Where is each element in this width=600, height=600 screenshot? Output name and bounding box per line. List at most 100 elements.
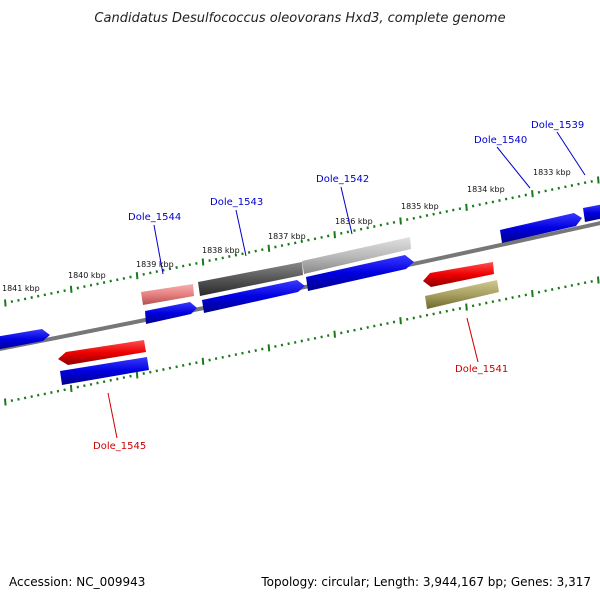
kbp-label-1835: 1835 kbp [401, 202, 439, 211]
feature-blue-1540[interactable] [500, 213, 582, 243]
feature-blue-1539[interactable] [583, 204, 600, 222]
minor-tick [208, 259, 211, 263]
red-leader-lines [107, 317, 479, 439]
minor-tick [17, 397, 20, 401]
minor-tick [557, 186, 561, 190]
minor-tick [412, 216, 416, 220]
feature-dark-gray-1543[interactable] [198, 262, 303, 296]
major-tick [267, 244, 271, 252]
minor-tick [346, 330, 350, 333]
major-tick [135, 371, 139, 379]
minor-tick [116, 377, 119, 381]
feature-light-gray-1542[interactable] [302, 237, 411, 274]
minor-tick [188, 362, 192, 366]
minor-tick [392, 220, 396, 224]
major-tick [531, 190, 534, 198]
minor-tick [307, 238, 310, 242]
minor-tick [590, 179, 593, 183]
minor-tick [181, 363, 185, 367]
minor-tick [241, 252, 244, 256]
minor-tick [517, 194, 521, 198]
minor-tick [537, 290, 541, 294]
kbp-label-1840: 1840 kbp [68, 271, 106, 280]
minor-tick [419, 215, 422, 219]
minor-tick [129, 374, 132, 378]
minor-tick [300, 240, 304, 243]
minor-tick [30, 296, 33, 299]
minor-tick [452, 308, 455, 312]
feature-olive-1541[interactable] [425, 280, 499, 309]
upper-tick-row [4, 176, 600, 307]
feature-blue-1545[interactable] [60, 357, 149, 385]
minor-tick [583, 181, 587, 185]
minor-tick [10, 300, 14, 304]
feature-blue-left-edge[interactable] [0, 329, 50, 350]
minor-tick [96, 282, 99, 286]
minor-tick [425, 214, 429, 217]
minor-tick [392, 320, 396, 324]
minor-tick [149, 370, 152, 374]
feature-blue-1543[interactable] [202, 280, 305, 313]
gene-label-dole-1543[interactable]: Dole_1543 [210, 197, 263, 208]
feature-blue-1544[interactable] [145, 302, 197, 324]
minor-tick [17, 298, 20, 302]
minor-tick [320, 335, 323, 339]
feature-red-1541[interactable] [423, 262, 494, 287]
minor-tick [287, 242, 290, 246]
minor-tick [102, 380, 106, 384]
minor-tick [129, 275, 132, 279]
minor-tick [340, 231, 343, 235]
minor-tick [458, 307, 462, 310]
minor-tick [122, 276, 126, 280]
minor-tick [485, 301, 488, 305]
minor-tick [76, 385, 80, 389]
minor-tick [550, 288, 554, 291]
kbp-label-1838: 1838 kbp [202, 246, 240, 255]
minor-tick [537, 190, 541, 194]
genome-title: Candidatus Desulfococcus oleovorans Hxd3… [94, 11, 505, 26]
minor-tick [524, 193, 528, 197]
minor-tick [188, 263, 192, 267]
feature-pink-1544[interactable] [141, 284, 194, 305]
accession-text: Accession: NC_009943 [9, 575, 145, 589]
gene-label-dole-1541[interactable]: Dole_1541 [455, 364, 508, 375]
minor-tick [498, 298, 501, 302]
major-tick [465, 203, 468, 211]
minor-tick [261, 248, 264, 252]
gene-label-dole-1544[interactable]: Dole_1544 [128, 212, 181, 223]
minor-tick [56, 290, 60, 294]
feature-red-1545[interactable] [58, 340, 146, 365]
minor-tick [50, 391, 53, 394]
minor-tick [116, 278, 119, 282]
minor-tick [109, 378, 112, 382]
major-tick [69, 384, 73, 392]
gene-label-dole-1545[interactable]: Dole_1545 [93, 441, 146, 452]
minor-tick [102, 281, 106, 284]
minor-tick [122, 376, 126, 380]
minor-tick [346, 230, 350, 234]
minor-tick [23, 297, 27, 301]
gene-label-dole-1542[interactable]: Dole_1542 [316, 174, 369, 185]
gene-label-dole-1540[interactable]: Dole_1540 [474, 135, 527, 146]
minor-tick [162, 368, 165, 371]
minor-tick [511, 296, 514, 300]
major-tick [333, 231, 336, 239]
minor-tick [405, 218, 409, 222]
minor-tick [181, 264, 185, 268]
minor-tick [405, 317, 409, 321]
minor-tick [234, 353, 238, 357]
minor-tick [168, 267, 172, 271]
minor-tick [234, 253, 238, 257]
minor-tick [247, 350, 251, 354]
minor-tick [359, 227, 363, 231]
minor-tick [438, 311, 442, 314]
minor-tick [293, 241, 297, 245]
minor-tick [254, 249, 257, 253]
feature-blue-1542[interactable] [306, 255, 414, 291]
major-tick [597, 176, 600, 184]
gene-label-dole-1539[interactable]: Dole_1539 [531, 120, 584, 131]
minor-tick [583, 281, 587, 285]
minor-tick [300, 339, 304, 343]
major-tick [201, 258, 205, 266]
